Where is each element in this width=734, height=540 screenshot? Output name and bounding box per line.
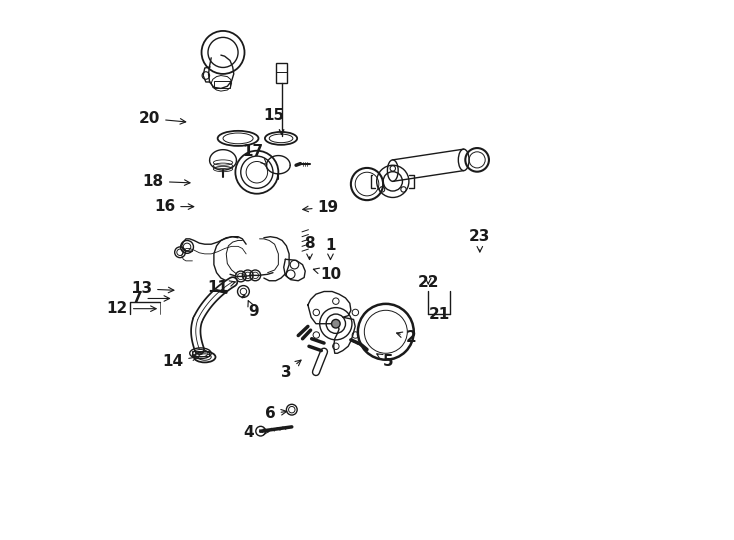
- Text: 6: 6: [265, 407, 287, 422]
- Text: 3: 3: [281, 360, 301, 380]
- Text: 22: 22: [418, 275, 439, 291]
- Text: 20: 20: [139, 111, 186, 126]
- Text: 5: 5: [377, 354, 393, 369]
- Text: 23: 23: [469, 229, 490, 252]
- Bar: [214, 81, 230, 89]
- Text: 11: 11: [208, 280, 236, 295]
- Text: 8: 8: [304, 236, 315, 260]
- Circle shape: [332, 320, 340, 328]
- Text: 12: 12: [106, 301, 156, 316]
- Text: 13: 13: [131, 281, 174, 296]
- Text: 9: 9: [248, 301, 258, 319]
- Text: 15: 15: [263, 108, 284, 123]
- Bar: [192, 350, 208, 356]
- Text: 4: 4: [244, 426, 269, 440]
- Text: 14: 14: [162, 354, 198, 369]
- Text: 2: 2: [396, 330, 416, 345]
- Text: 21: 21: [429, 307, 450, 321]
- Text: 1: 1: [325, 238, 335, 260]
- Text: 17: 17: [242, 144, 266, 165]
- Text: 16: 16: [154, 199, 194, 214]
- Text: 10: 10: [313, 267, 341, 282]
- Text: 18: 18: [143, 174, 190, 189]
- Text: 7: 7: [132, 291, 170, 306]
- Bar: [276, 63, 288, 83]
- Text: 19: 19: [303, 200, 338, 214]
